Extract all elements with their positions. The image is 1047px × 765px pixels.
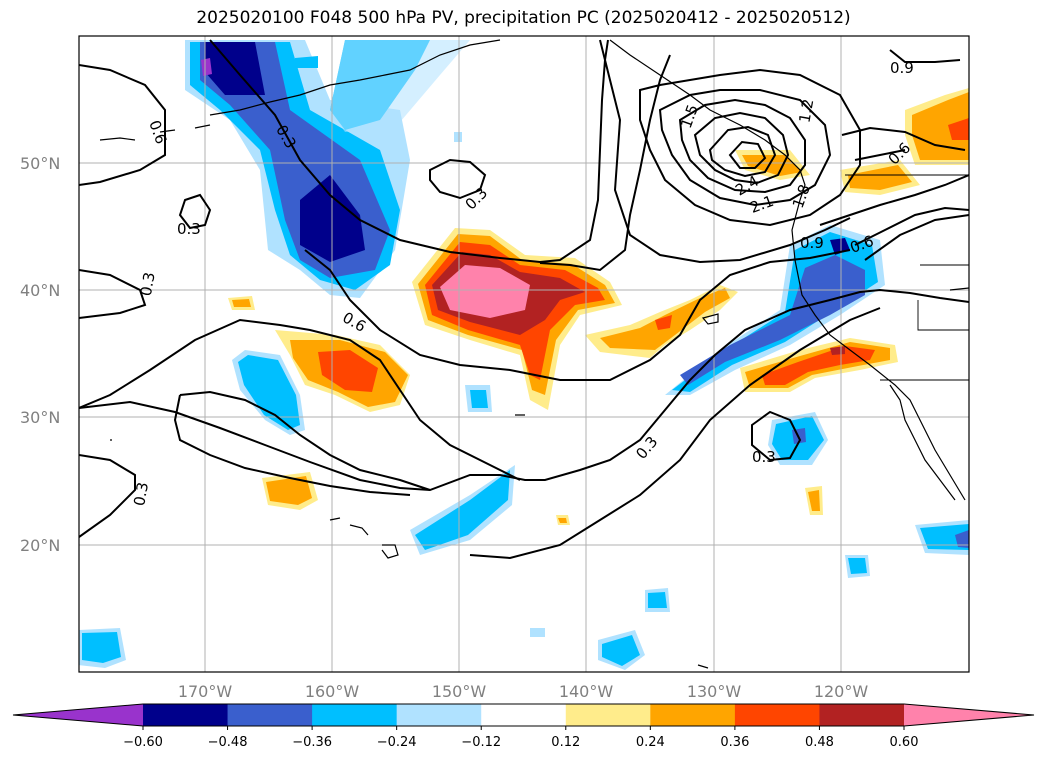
lon-label-120w: 120°W xyxy=(814,682,869,701)
contour-label: 0.3 xyxy=(137,271,159,298)
north-america-coast xyxy=(609,39,966,501)
colorbar-bin xyxy=(396,704,482,726)
lon-label-160w: 160°W xyxy=(305,682,360,701)
coastlines xyxy=(99,39,969,669)
lon-label-170w: 170°W xyxy=(178,682,233,701)
colorbar-bin xyxy=(819,704,905,726)
lon-label-150w: 150°W xyxy=(432,682,487,701)
negative-anomaly-fill xyxy=(79,40,969,670)
map-plot-area: 0.3 0.3 0.3 0.3 0.3 0.3 0.3 0.6 0.6 0.6 … xyxy=(79,36,969,672)
lon-label-140w: 140°W xyxy=(559,682,614,701)
contour-label: 0.9 xyxy=(890,59,914,77)
lat-label-50n: 50°N xyxy=(20,154,60,173)
contour-0.3-south xyxy=(79,454,136,538)
map-title: 2025020100 F048 500 hPa PV, precipitatio… xyxy=(196,8,851,28)
lon-label-130w: 130°W xyxy=(687,682,742,701)
hawaii xyxy=(329,517,399,559)
colorbar-bin xyxy=(565,704,651,726)
latitude-labels: 50°N 40°N 30°N 20°N xyxy=(20,154,60,555)
colorbar-bin xyxy=(227,704,313,726)
lat-label-40n: 40°N xyxy=(20,281,60,300)
us-border xyxy=(845,174,969,381)
colorbar-tick-label: −0.48 xyxy=(208,735,248,750)
colorbar-tick-label: 0.36 xyxy=(720,735,749,750)
colorbar-tick-label: 0.12 xyxy=(551,735,580,750)
colorbar-extend-high xyxy=(904,704,1034,726)
colorbar-bin xyxy=(481,704,567,726)
contour-label: 0.3 xyxy=(130,481,152,508)
colorbar-bin xyxy=(650,704,736,726)
positive-anomaly-fill xyxy=(228,88,969,525)
colorbar-bin xyxy=(734,704,820,726)
colorbar-tick-label: 0.24 xyxy=(636,735,665,750)
lat-label-20n: 20°N xyxy=(20,536,60,555)
colorbar-tick-label: −0.12 xyxy=(461,735,501,750)
contour-label: 0.3 xyxy=(177,220,201,238)
contour-label: 0.9 xyxy=(800,234,824,252)
map-frame xyxy=(78,35,970,673)
graticule xyxy=(79,36,969,672)
colorbar: −0.60 −0.48 −0.36 −0.24 −0.12 0.12 0.24 0.36 0.4… xyxy=(12,703,1035,750)
contour-label: 1.2 xyxy=(795,98,817,125)
lat-label-30n: 30°N xyxy=(20,408,60,427)
longitude-labels: 170°W 160°W 150°W 140°W 130°W 120°W xyxy=(178,682,869,701)
contour-label: 0.3 xyxy=(752,448,776,466)
colorbar-tick-label: 0.48 xyxy=(805,735,834,750)
contour-0.6 xyxy=(79,318,521,481)
pv-contours xyxy=(79,39,969,560)
colorbar-tick-label: −0.36 xyxy=(292,735,332,750)
colorbar-tick-label: −0.60 xyxy=(123,735,163,750)
colorbar-tick-label: 0.60 xyxy=(890,735,919,750)
colorbar-tick-label: −0.24 xyxy=(377,735,417,750)
colorbar-bin xyxy=(312,704,398,726)
contour-high-pv xyxy=(639,68,861,227)
alaska-coast xyxy=(209,39,501,116)
colorbar-extend-low xyxy=(13,704,143,726)
colorbar-bin xyxy=(143,704,229,726)
contour-0.3-main xyxy=(209,39,609,264)
contour-0.3-north xyxy=(79,64,166,186)
